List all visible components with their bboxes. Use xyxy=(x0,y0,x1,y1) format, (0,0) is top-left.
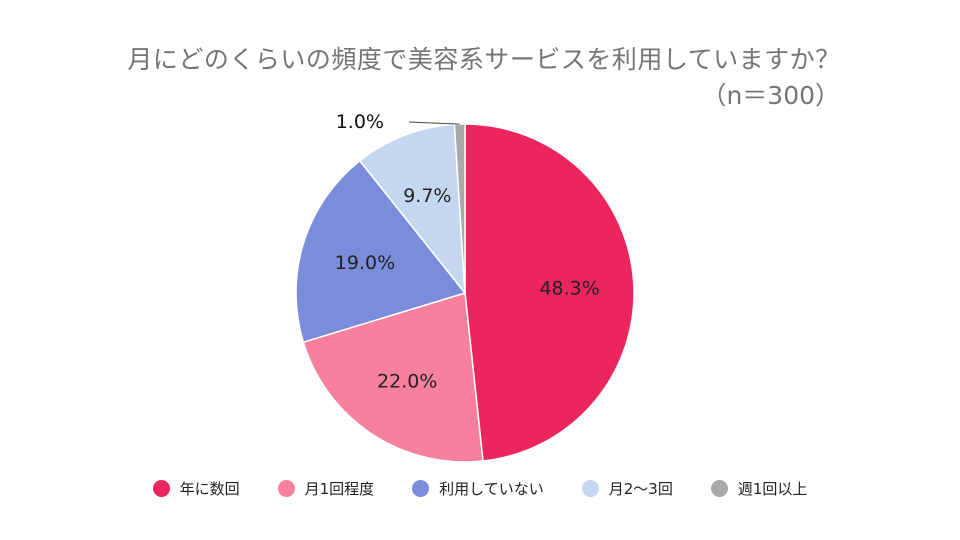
legend-label: 月2〜3回 xyxy=(608,480,673,498)
pie-slice xyxy=(464,123,635,462)
chart-title: 月にどのくらいの頻度で美容系サービスを利用していますか？ xyxy=(127,45,841,74)
slice-value-label: 9.7% xyxy=(403,185,451,207)
legend-swatch xyxy=(710,480,728,497)
legend: 年に数回 月1回程度 利用していない 月2〜3回 週1回以上 xyxy=(0,478,960,499)
legend-item: 月2〜3回 xyxy=(581,478,673,499)
slice-value-label: 19.0% xyxy=(335,252,395,274)
legend-swatch xyxy=(152,480,170,497)
legend-item: 月1回程度 xyxy=(277,478,375,499)
legend-swatch xyxy=(581,480,599,497)
legend-item: 利用していない xyxy=(412,478,544,499)
pie-slice xyxy=(295,159,467,344)
legend-swatch xyxy=(412,480,430,497)
pie-slice xyxy=(302,292,484,463)
slice-value-label: 22.0% xyxy=(377,370,437,392)
leader-line xyxy=(408,121,460,125)
legend-label: 利用していない xyxy=(439,480,544,498)
legend-item: 週1回以上 xyxy=(710,478,808,499)
chart-subtitle: （n＝300） xyxy=(701,81,840,110)
slice-value-label: 48.3% xyxy=(539,277,599,299)
legend-label: 週1回以上 xyxy=(737,480,808,498)
legend-label: 月1回程度 xyxy=(304,480,375,498)
legend-label: 年に数回 xyxy=(179,480,240,498)
slice-value-label: 1.0% xyxy=(336,111,384,133)
pie-slice xyxy=(358,123,466,296)
legend-swatch xyxy=(277,480,295,497)
legend-item: 年に数回 xyxy=(152,478,240,499)
